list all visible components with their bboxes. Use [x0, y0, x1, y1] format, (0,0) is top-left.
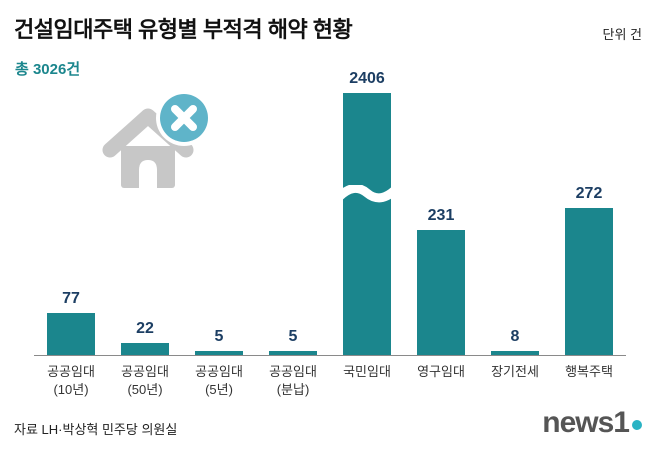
category-label: 공공임대 (5년)	[195, 364, 243, 398]
source-credit: 자료 LH·박상혁 민주당 의원실	[14, 422, 178, 437]
category-label: 공공임대 (10년)	[47, 364, 95, 398]
bar-value-label: 2406	[349, 70, 385, 87]
category-label: 장기전세	[491, 364, 539, 379]
bar-value-label: 231	[427, 207, 455, 224]
bar	[565, 208, 613, 355]
bar-column: 231	[404, 70, 478, 355]
bar-column: 22	[108, 70, 182, 355]
bar-column: 5	[182, 70, 256, 355]
x-circle-icon	[156, 90, 212, 146]
total-count-label: 총 3026건	[15, 61, 81, 78]
bar	[47, 313, 95, 355]
bar	[195, 351, 243, 355]
bar-column: 2406	[330, 70, 404, 355]
bar	[121, 343, 169, 355]
bar-column: 77	[34, 70, 108, 355]
chart-plot-area: 77 22 5 5 2406 231 8 272	[34, 70, 626, 356]
unit-label: 단위 건	[602, 27, 643, 42]
bar	[491, 351, 539, 355]
news1-logo: news1	[542, 406, 642, 440]
bar-chart: 77 22 5 5 2406 231 8 272 공공임대 (10년) 공공임대 (50년) 공공임대…	[34, 70, 626, 399]
bar-value-label: 8	[510, 328, 520, 345]
bar-column: 8	[478, 70, 552, 355]
category-label: 국민임대	[343, 364, 391, 379]
category-label: 공공임대 (분납)	[269, 364, 317, 398]
bar-value-label: 5	[288, 328, 298, 345]
logo-dot-icon	[632, 420, 642, 430]
axis-break-icon	[343, 185, 391, 203]
bar-value-label: 22	[136, 320, 154, 337]
news1-logo-text: news1	[542, 406, 630, 439]
bar-column: 272	[552, 70, 626, 355]
page-title: 건설임대주택 유형별 부적격 해약 현황	[14, 17, 353, 42]
bar	[417, 230, 465, 355]
bar-column: 5	[256, 70, 330, 355]
category-label: 행복주택	[565, 364, 613, 379]
bar	[269, 351, 317, 355]
bar	[343, 93, 391, 355]
bar-value-label: 5	[214, 328, 224, 345]
chart-category-axis: 공공임대 (10년) 공공임대 (50년) 공공임대 (5년) 공공임대 (분납) 국민임대 영구…	[34, 356, 626, 399]
category-label: 공공임대 (50년)	[121, 364, 169, 398]
house-cancel-illustration	[96, 88, 214, 200]
bar-value-label: 77	[62, 290, 80, 307]
category-label: 영구임대	[417, 364, 465, 379]
bar-value-label: 272	[575, 185, 603, 202]
